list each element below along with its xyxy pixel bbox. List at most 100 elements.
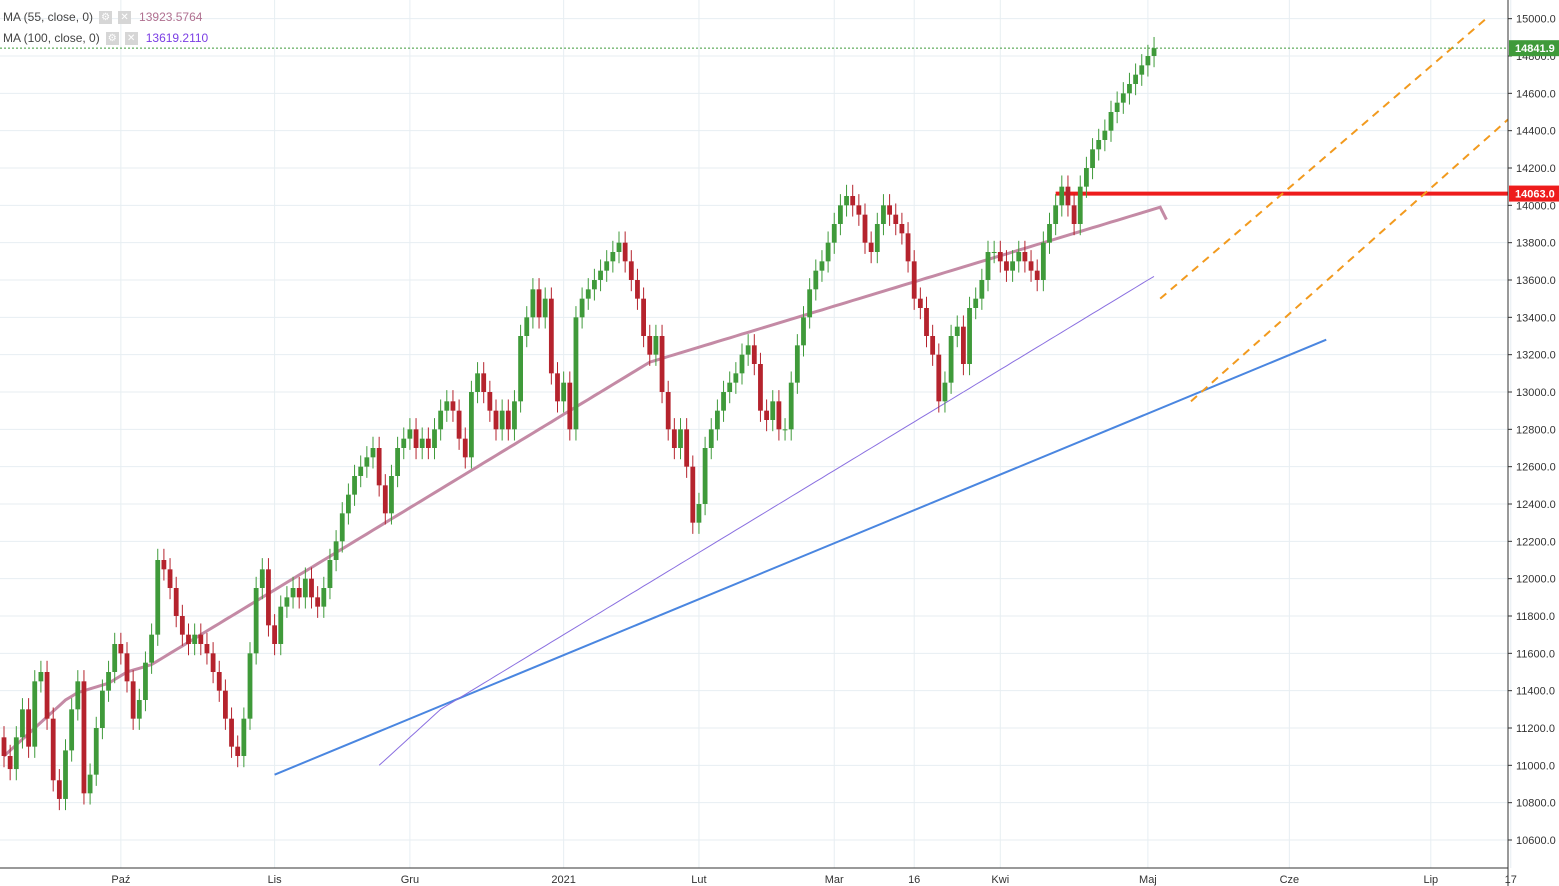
candle-body	[1084, 168, 1089, 187]
candle-body	[210, 653, 216, 672]
candle-body	[813, 270, 819, 290]
candle-body	[32, 681, 38, 747]
candle-body	[924, 308, 929, 336]
candle-body	[38, 672, 44, 682]
price-tick-label: 13800.0	[1516, 238, 1556, 250]
candle-body	[850, 196, 856, 206]
candle-body	[321, 588, 327, 607]
candle-body	[776, 401, 782, 430]
candle-body	[905, 233, 911, 262]
candle-body	[204, 644, 210, 654]
time-tick-label: Paź	[111, 874, 130, 886]
price-tick-label: 12400.0	[1516, 499, 1556, 511]
candle-body	[223, 690, 228, 719]
candle-body	[567, 382, 573, 430]
candle-body	[911, 261, 917, 299]
candle-body	[1028, 261, 1034, 271]
candle-body	[665, 392, 671, 430]
time-tick-label: 16	[908, 874, 920, 886]
candle-body	[432, 429, 437, 448]
candle-body	[450, 401, 456, 411]
candle-body	[524, 317, 530, 336]
chart-grid	[0, 0, 1512, 868]
candle-body	[339, 513, 345, 542]
time-tick-label: Mar	[825, 874, 844, 886]
price-tick-label: 10800.0	[1516, 798, 1556, 810]
candle-body	[868, 242, 874, 252]
candle-body	[186, 634, 191, 644]
candle-body	[167, 569, 173, 588]
candle-body	[856, 205, 862, 215]
candle-body	[561, 382, 567, 402]
candle-body	[573, 317, 579, 430]
time-tick-label: Lut	[691, 874, 706, 886]
legend-ma55: MA (55, close, 0) ⚙ ✕ 13923.5764	[3, 10, 202, 24]
candle-body	[819, 261, 825, 271]
candle-body	[751, 345, 757, 364]
candle-body	[235, 746, 241, 756]
candle-body	[684, 429, 690, 467]
price-tick-label: 12200.0	[1516, 536, 1556, 548]
trend-line	[274, 338, 1327, 776]
settings-icon[interactable]: ⚙	[99, 10, 113, 24]
candle-body	[1071, 205, 1077, 224]
candle-body	[179, 616, 185, 635]
candle-body	[721, 392, 726, 411]
time-tick-label: Lip	[1423, 874, 1438, 886]
candle-body	[579, 298, 585, 318]
candle-body	[874, 224, 880, 252]
candle-body	[358, 466, 364, 476]
candle-body	[1004, 261, 1009, 271]
price-tick-label: 13000.0	[1516, 387, 1556, 399]
candle-body	[302, 578, 308, 598]
candle-body	[487, 392, 493, 411]
candle-body	[641, 298, 646, 336]
candle-body	[893, 214, 899, 224]
candle-body	[26, 709, 31, 747]
candle-body	[296, 588, 302, 598]
time-tick-label: Gru	[401, 874, 419, 886]
candle-body	[475, 373, 480, 392]
candle-body	[512, 401, 517, 430]
candle-body	[253, 588, 259, 654]
candle-body	[469, 392, 474, 458]
candle-body	[1114, 102, 1120, 112]
candle-body	[647, 336, 653, 355]
price-tick-label: 13200.0	[1516, 350, 1556, 362]
price-tick-label: 14400.0	[1516, 126, 1556, 138]
candle-body	[1133, 74, 1138, 84]
candle-body	[678, 429, 683, 448]
candle-body	[542, 298, 548, 318]
candle-body	[979, 280, 985, 299]
moving-average-lines	[2, 205, 1168, 766]
candle-body	[419, 438, 425, 448]
close-icon[interactable]: ✕	[118, 10, 132, 24]
candle-body	[671, 429, 677, 448]
candle-body	[389, 476, 394, 514]
candle-body	[764, 410, 769, 420]
candle-body	[309, 578, 314, 598]
candle-body	[284, 597, 290, 607]
candle-body	[407, 429, 413, 439]
candle-body	[1053, 205, 1059, 224]
candle-body	[942, 382, 948, 402]
candle-body	[136, 700, 142, 719]
candle-body	[807, 289, 813, 318]
candle-body	[93, 728, 99, 775]
price-tick-label: 14600.0	[1516, 88, 1556, 100]
time-axis: Paź Lis Gru 2021 Lut Mar 16 Kwi Maj Cze Lip 17	[0, 867, 1517, 886]
candle-body	[1108, 112, 1114, 131]
candle-body	[592, 280, 597, 290]
candle-body	[948, 336, 954, 383]
candles	[1, 36, 1157, 811]
close-icon[interactable]: ✕	[124, 31, 138, 45]
candle-body	[1120, 93, 1126, 103]
channel-upper-line	[1159, 17, 1487, 300]
candle-body	[44, 672, 50, 719]
price-tick-label: 12800.0	[1516, 424, 1556, 436]
candle-body	[518, 336, 523, 402]
channel-lower-line	[1190, 118, 1509, 403]
settings-icon[interactable]: ⚙	[105, 31, 119, 45]
candle-body	[444, 401, 450, 411]
